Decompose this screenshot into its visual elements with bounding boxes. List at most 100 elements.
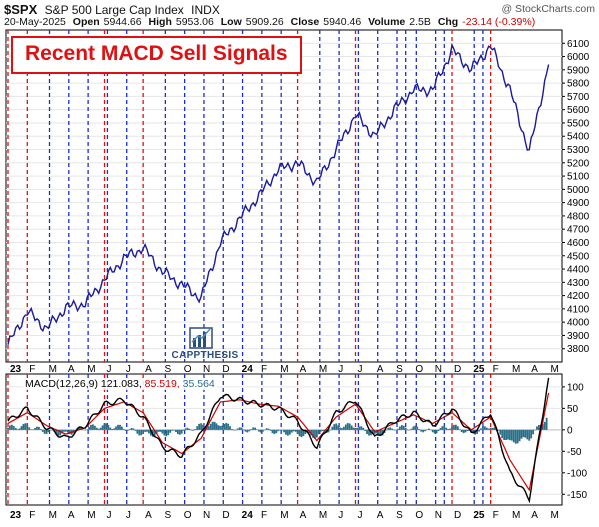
histogram-bar — [138, 429, 141, 436]
price-tick-label: 4500 — [567, 251, 590, 262]
histogram-bar — [200, 423, 202, 430]
histogram-bar — [254, 427, 257, 430]
x-tick-label-bottom: S — [396, 510, 403, 521]
histogram-bar — [431, 429, 434, 433]
x-tick-label: A — [377, 364, 384, 375]
histogram-bar — [236, 428, 239, 430]
x-tick-label-bottom: S — [164, 510, 171, 521]
histogram-bar — [20, 426, 23, 430]
histogram-bar — [24, 423, 27, 430]
histogram-bar — [30, 429, 33, 430]
histogram-bar — [65, 429, 67, 432]
x-tick-label: D — [222, 364, 229, 375]
histogram-bar — [47, 429, 50, 433]
histogram-bar — [196, 426, 199, 430]
high-label: High — [148, 16, 172, 28]
histogram-bar — [360, 426, 363, 430]
histogram-bar — [246, 429, 249, 433]
histogram-bar — [399, 426, 401, 430]
histogram-bar — [124, 429, 127, 431]
histogram-bar — [28, 427, 31, 430]
histogram-bar — [93, 425, 96, 430]
price-tick-label: 3900 — [567, 331, 590, 342]
histogram-bar — [144, 429, 146, 432]
histogram-bar — [410, 428, 413, 430]
histogram-bar — [18, 428, 21, 430]
x-tick-label: D — [454, 364, 461, 375]
price-series — [7, 42, 550, 345]
histogram-bar — [184, 428, 187, 430]
histogram-bar — [175, 429, 177, 433]
histogram-bar — [414, 425, 417, 430]
x-tick-label: J — [338, 364, 343, 375]
histogram-bar — [132, 428, 135, 430]
histogram-bar — [304, 429, 307, 435]
header-quote-row: 20-May-2025 Open 5944.66 High 5953.06 Low 5… — [4, 16, 539, 28]
x-tick-label-bottom: F — [493, 510, 499, 521]
histogram-bar — [234, 429, 237, 431]
x-tick-label-bottom: F — [261, 510, 267, 521]
quote-date: 20-May-2025 — [4, 16, 66, 28]
macd-signal-lines — [7, 374, 492, 505]
volume-label: Volume — [368, 16, 406, 28]
histogram-bar — [155, 429, 158, 434]
chg-label: Chg — [437, 16, 459, 28]
histogram-bar — [227, 423, 229, 430]
histogram-bar — [265, 428, 268, 430]
histogram-bar — [366, 429, 368, 434]
signal-lines — [7, 30, 492, 362]
histogram-bar — [59, 429, 62, 436]
price-tick-label: 6000 — [567, 52, 590, 63]
histogram-bar — [439, 428, 442, 430]
macd-y-ticks: -150 -100 -50 0 50 100 — [562, 382, 587, 501]
x-tick-label-bottom: 24 — [242, 510, 254, 521]
x-tick-label-bottom: M — [280, 510, 288, 521]
price-tick-label: 5300 — [567, 145, 590, 156]
histogram-bar — [258, 429, 260, 432]
histogram-bar — [117, 424, 119, 430]
histogram-bar — [99, 427, 102, 430]
histogram-bar — [437, 429, 440, 431]
histogram-bar — [339, 427, 341, 430]
histogram-bar — [352, 427, 355, 430]
histogram-bar — [485, 427, 488, 430]
x-tick-label: A — [300, 364, 307, 375]
histogram-bar — [333, 424, 336, 430]
x-tick-label-bottom: A — [300, 510, 307, 521]
histogram-bar — [319, 429, 322, 432]
histogram-bar — [538, 424, 540, 430]
price-tick-label: 4800 — [567, 211, 590, 222]
histogram-bar — [279, 429, 282, 431]
histogram-bar — [300, 429, 303, 438]
x-tick-label: A — [145, 364, 152, 375]
open-value: 5944.66 — [103, 16, 142, 28]
bar-chart-icon — [189, 327, 213, 349]
histogram-bar — [478, 429, 480, 432]
histogram-bar — [273, 429, 276, 435]
x-tick-label: M — [87, 364, 95, 375]
histogram-bar — [514, 429, 517, 444]
macd-tick-label: -100 — [567, 468, 587, 479]
histogram-bar — [167, 429, 170, 436]
histogram-bar — [119, 424, 121, 430]
x-tick-label-bottom: O — [415, 510, 423, 521]
histogram-bar — [111, 428, 114, 430]
histogram-bar — [441, 426, 444, 430]
x-tick-label: A — [531, 364, 538, 375]
histogram-bar — [314, 429, 316, 439]
x-tick-label: J — [358, 364, 363, 375]
histogram-bar — [507, 429, 509, 440]
histogram-bar — [371, 429, 374, 435]
histogram-bar — [520, 429, 523, 439]
histogram-bar — [148, 429, 150, 434]
histogram-bar — [406, 429, 409, 431]
price-tick-label: 4100 — [567, 304, 590, 315]
x-tick-label: N — [435, 364, 442, 375]
histogram-bar — [86, 429, 89, 430]
histogram-bar — [146, 429, 148, 432]
histogram-bar — [229, 426, 231, 430]
high-value: 5953.06 — [175, 16, 214, 28]
histogram-bar — [149, 429, 152, 436]
price-tick-label: 5200 — [567, 158, 590, 169]
histogram-bar — [213, 421, 216, 430]
